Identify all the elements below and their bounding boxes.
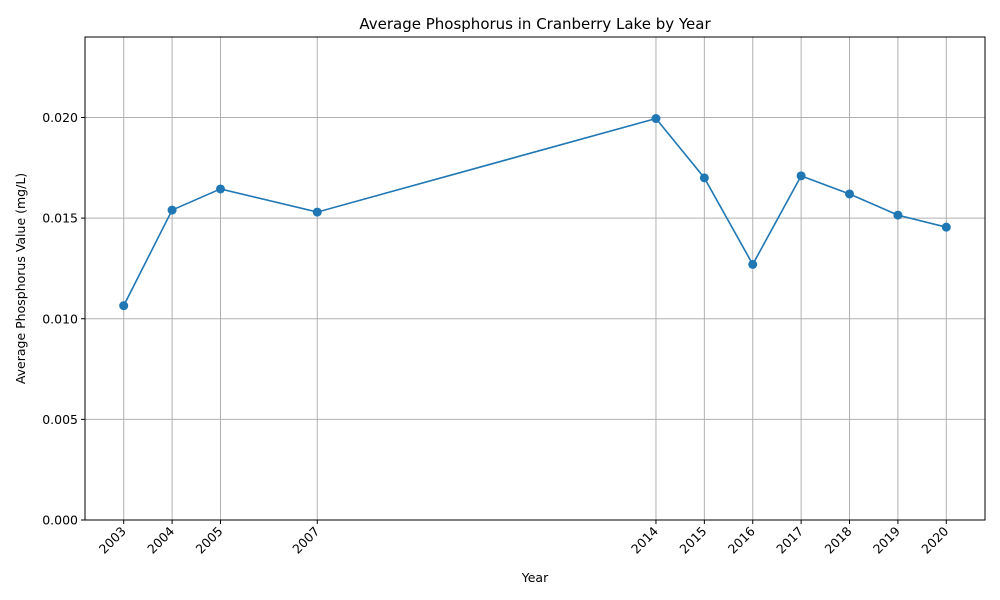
- y-tick-label: 0.005: [42, 412, 78, 427]
- y-axis-label: Average Phosphorus Value (mg/L): [13, 173, 28, 384]
- y-axis-ticks: 0.000 0.005 0.010 0.015 0.020: [42, 110, 85, 528]
- chart-title: Average Phosphorus in Cranberry Lake by …: [359, 15, 711, 33]
- x-tick-label: 2017: [773, 524, 806, 557]
- y-tick-label: 0.015: [42, 211, 78, 226]
- x-tick-label: 2020: [918, 523, 951, 556]
- data-point: [651, 114, 661, 124]
- data-point: [845, 189, 855, 199]
- y-tick-label: 0.010: [42, 311, 78, 326]
- x-tick-label: 2003: [96, 524, 129, 557]
- data-point: [119, 301, 129, 311]
- y-tick-label: 0.000: [42, 513, 78, 528]
- x-tick-label: 2007: [289, 524, 322, 557]
- data-point: [941, 222, 951, 232]
- data-point: [796, 171, 806, 181]
- data-point: [748, 259, 758, 269]
- data-points: [119, 114, 951, 311]
- x-tick-label: 2016: [725, 523, 758, 556]
- x-tick-label: 2018: [822, 523, 855, 556]
- grid-lines: [85, 37, 985, 521]
- x-tick-label: 2015: [676, 524, 709, 557]
- x-tick-label: 2004: [144, 523, 177, 556]
- x-axis-ticks: 2003 2004 2005 2007 2014 2015 2016 2017 2018 2019…: [96, 520, 951, 557]
- plot-frame: [84, 36, 986, 521]
- data-point: [893, 210, 903, 220]
- series-line-layer: [122, 117, 947, 307]
- data-point: [215, 184, 225, 194]
- data-point: [699, 173, 709, 183]
- x-tick-label: 2014: [628, 523, 661, 556]
- x-tick-label: 2005: [193, 524, 226, 557]
- x-tick-label: 2019: [870, 523, 903, 556]
- series-line: [122, 117, 947, 307]
- data-point: [167, 205, 177, 215]
- x-axis-label: Year: [521, 570, 549, 585]
- data-point: [312, 207, 322, 217]
- y-tick-label: 0.020: [42, 110, 78, 125]
